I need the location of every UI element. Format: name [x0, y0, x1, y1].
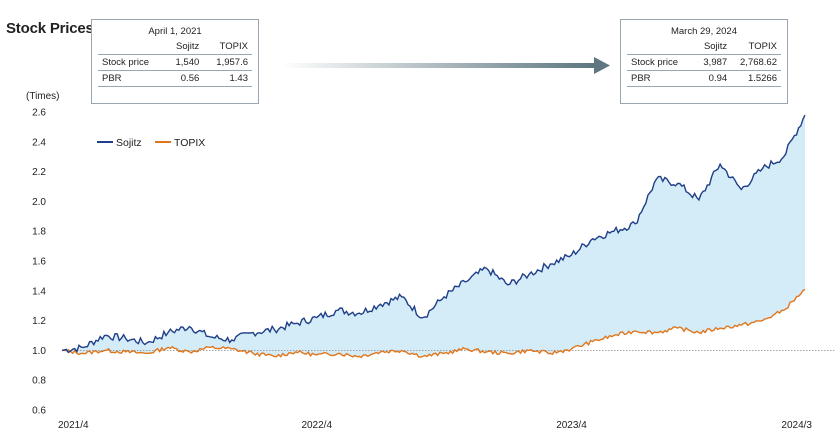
spread-fill-area: [62, 115, 805, 358]
row-label: PBR: [98, 70, 164, 87]
y-ticks: 2.6 2.4 2.2 2.0 1.8 1.6 1.4 1.2 1.0 0.8 0.6: [32, 108, 46, 417]
info-table-end: Sojitz TOPIX Stock price 3,987 2,768.62 …: [627, 39, 781, 87]
value-cell: 0.94: [692, 70, 732, 87]
col-sojitz: Sojitz: [164, 39, 204, 55]
value-cell: 1,957.6: [203, 54, 252, 71]
series-line-topix: [61, 288, 806, 359]
value-cell: 1,540: [164, 54, 204, 71]
x-tick-label: 2022/4: [301, 420, 332, 431]
x-tick-label: 2024/3: [781, 420, 812, 431]
y-tick-label: 0.6: [32, 406, 46, 417]
series-line-sojitz: [61, 114, 806, 354]
y-tick-label: 1.8: [32, 227, 46, 238]
y-tick-label: 1.6: [32, 257, 46, 268]
col-topix: TOPIX: [203, 39, 252, 55]
x-ticks: 2021/4 2022/4 2023/4 2024/3: [58, 420, 812, 431]
value-cell: 2,768.62: [731, 54, 781, 71]
col-sojitz: Sojitz: [692, 39, 732, 55]
y-tick-label: 2.4: [32, 137, 46, 148]
info-box-start: April 1, 2021 Sojitz TOPIX Stock price 1…: [91, 19, 259, 104]
value-cell: 0.56: [164, 70, 204, 87]
legend-label-topix: TOPIX: [174, 137, 205, 149]
y-tick-label: 0.8: [32, 376, 46, 387]
col-topix: TOPIX: [731, 39, 781, 55]
y-axis-label: (Times): [26, 91, 60, 102]
row-label: PBR: [627, 70, 693, 87]
y-tick-label: 2.2: [32, 167, 46, 178]
info-box-end: March 29, 2024 Sojitz TOPIX Stock price …: [620, 19, 788, 104]
value-cell: 1.43: [203, 70, 252, 87]
x-tick-label: 2021/4: [58, 420, 89, 431]
arrow-icon: [282, 57, 610, 74]
info-box-end-date: March 29, 2024: [670, 26, 737, 37]
legend-label-sojitz: Sojitz: [116, 137, 142, 149]
y-tick-label: 2.0: [32, 197, 46, 208]
y-tick-label: 1.0: [32, 346, 46, 357]
row-label: Stock price: [627, 54, 693, 71]
y-tick-label: 2.6: [32, 108, 46, 119]
x-tick-label: 2023/4: [556, 420, 587, 431]
chart-title: Stock Prices: [6, 20, 94, 37]
row-label: Stock price: [98, 54, 164, 71]
legend: Sojitz TOPIX: [97, 137, 205, 149]
value-cell: 3,987: [692, 54, 732, 71]
info-table-start: Sojitz TOPIX Stock price 1,540 1,957.6 P…: [98, 39, 252, 87]
y-tick-label: 1.2: [32, 316, 46, 327]
value-cell: 1.5266: [731, 70, 781, 87]
info-box-start-date: April 1, 2021: [148, 26, 202, 37]
y-tick-label: 1.4: [32, 286, 46, 297]
